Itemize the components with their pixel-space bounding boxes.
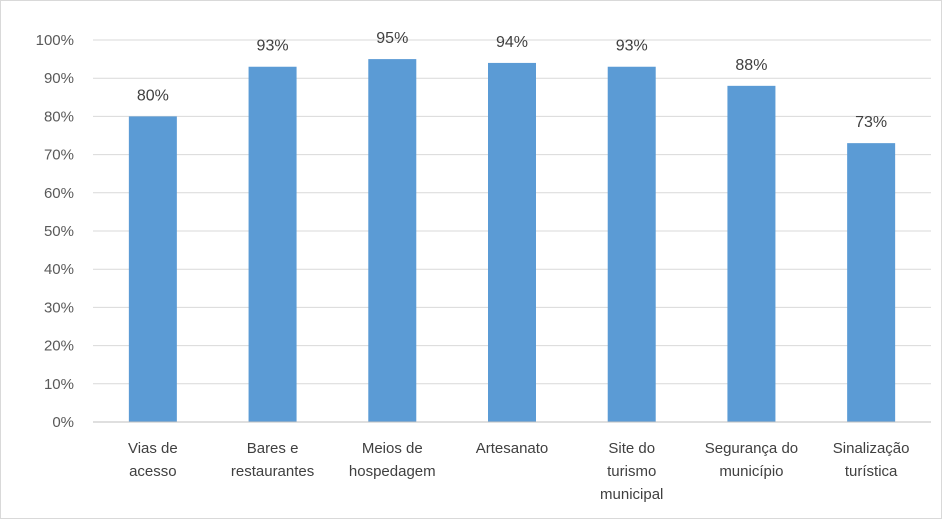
bars bbox=[128, 59, 896, 423]
y-tick-label: 60% bbox=[44, 185, 74, 202]
bar bbox=[727, 85, 776, 422]
y-tick-label: 20% bbox=[44, 338, 74, 355]
y-tick-label: 70% bbox=[44, 147, 74, 164]
y-tick-label: 100% bbox=[36, 32, 74, 49]
y-tick-label: 30% bbox=[44, 299, 74, 316]
x-tick-label: Meios de hospedagem bbox=[349, 440, 436, 480]
data-label: 93% bbox=[257, 38, 289, 55]
x-axis-category-labels: Vias de acesso Bares e restaurantes Meios de… bbox=[128, 440, 910, 503]
data-labels: 80% 93% 95% 94% 93% 88% 73% bbox=[137, 30, 887, 131]
bar bbox=[607, 66, 656, 423]
bar bbox=[847, 143, 896, 422]
data-label: 95% bbox=[376, 30, 408, 47]
x-tick-label: Site do turismo municipal bbox=[600, 440, 663, 503]
y-tick-label: 40% bbox=[44, 261, 74, 278]
y-tick-label: 50% bbox=[44, 223, 74, 240]
data-label: 88% bbox=[735, 57, 767, 74]
data-label: 94% bbox=[496, 34, 528, 51]
y-tick-label: 0% bbox=[52, 414, 74, 431]
y-tick-label: 10% bbox=[44, 376, 74, 393]
y-axis-tick-labels: 0% 10% 20% 30% 40% 50% 60% 70% 80% 90% 100% bbox=[36, 32, 74, 431]
data-label: 93% bbox=[616, 38, 648, 55]
bar bbox=[128, 116, 177, 423]
data-label: 80% bbox=[137, 87, 169, 104]
bar bbox=[488, 62, 536, 423]
x-tick-label: Bares e restaurantes bbox=[231, 440, 314, 480]
data-label: 73% bbox=[855, 114, 887, 131]
x-tick-label: Vias de acesso bbox=[128, 440, 178, 480]
x-tick-label: Sinalização turística bbox=[833, 440, 910, 480]
x-tick-label: Artesanato bbox=[476, 440, 549, 457]
y-tick-label: 80% bbox=[44, 108, 74, 125]
x-tick-label: Segurança do município bbox=[705, 440, 798, 480]
bar bbox=[368, 59, 417, 422]
y-tick-label: 90% bbox=[44, 70, 74, 87]
bar bbox=[248, 66, 297, 423]
